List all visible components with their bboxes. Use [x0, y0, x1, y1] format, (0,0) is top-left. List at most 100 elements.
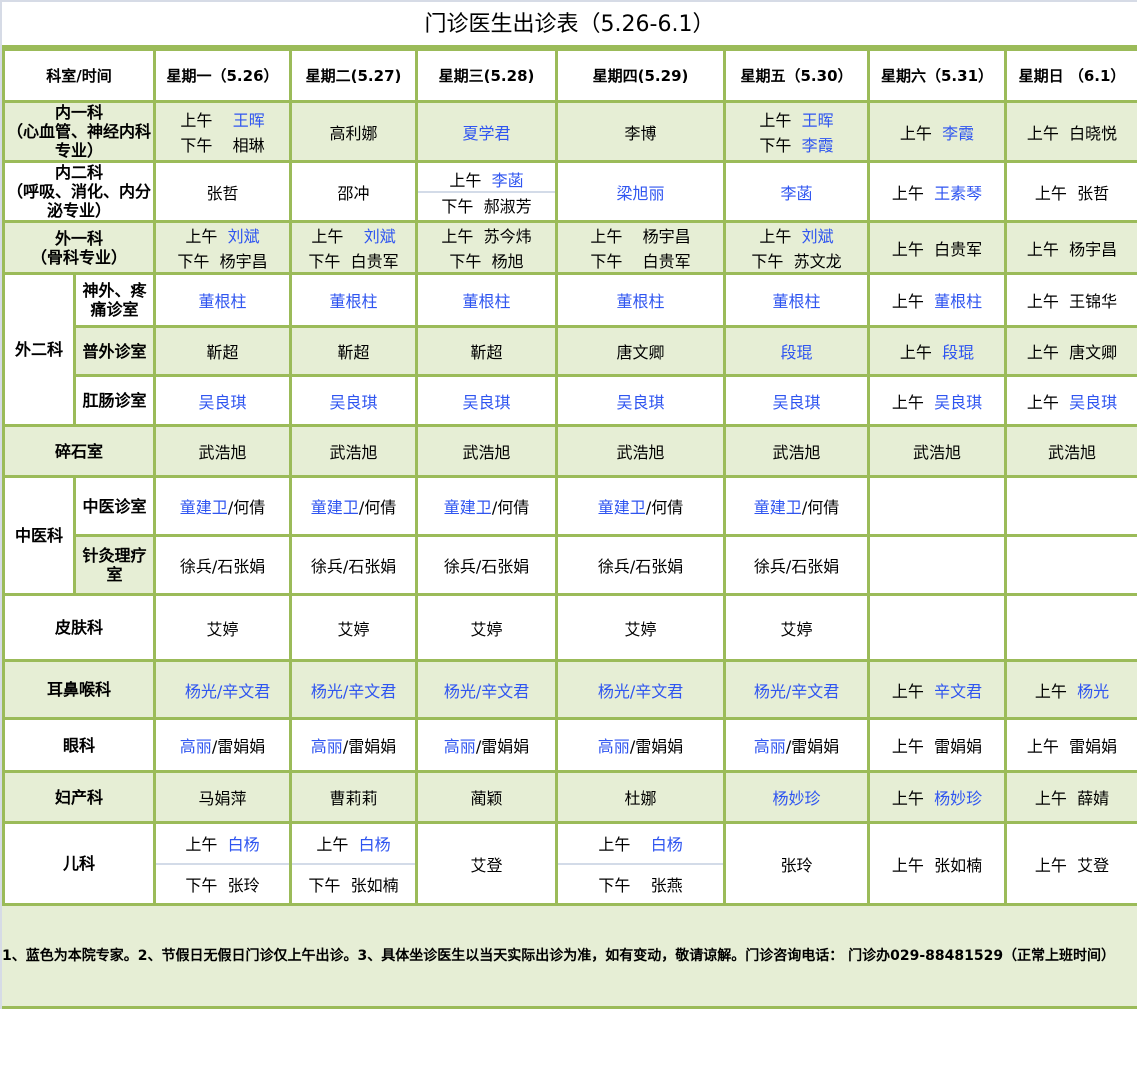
schedule-cell: 徐兵/石张娟 [289, 534, 419, 596]
schedule-cell: 上午 王素琴 [867, 160, 1008, 223]
am-pm-slots: 上午 李菡 下午 郝淑芳 [418, 167, 556, 217]
schedule-cell: 靳超 [289, 325, 419, 377]
department-group-label: 中医科 [2, 475, 76, 596]
expert-doctor-name: 段琨 [780, 343, 813, 362]
am-pm-slots: 上午 白杨 下午 张如楠 [292, 824, 416, 903]
department-label: 眼科 [1, 717, 157, 773]
schedule-cell: 杨光/辛文君 [415, 659, 559, 720]
am-pm-slots: 上午 刘斌 下午 杨宇昌 [156, 223, 289, 272]
doctor-text: 上午 杨宇昌 [590, 227, 691, 247]
schedule-cell [867, 534, 1008, 596]
afternoon-slot: 下午 相琳 [156, 132, 289, 157]
schedule-cell: 童建卫/何倩 [153, 475, 293, 537]
schedule-cell: 上午 艾登 [1004, 821, 1137, 906]
department-row: 耳鼻喉科 杨光/辛文君 杨光/辛文君 杨光/辛文君 杨光/辛文君 杨光/辛文君 上午 辛文… [1, 659, 1137, 720]
expert-doctor-name: 杨妙珍 [934, 789, 983, 808]
afternoon-slot: 下午 张燕 [558, 865, 723, 904]
schedule-cell [867, 593, 1008, 662]
expert-doctor-name: 董根柱 [616, 292, 665, 311]
doctor-text: 下午 苏文龙 [751, 251, 842, 271]
afternoon-slot: 下午 郝淑芳 [418, 193, 555, 217]
doctor-text: 武浩旭 [616, 443, 665, 462]
department-row: 普外诊室 靳超 靳超 靳超 唐文卿 段琨 上午 段琨 上午 唐文卿 [4, 325, 1137, 377]
schedule-cell: 吴良琪 [415, 374, 559, 427]
afternoon-slot: 下午 张玲 [156, 865, 289, 904]
schedule-cell: 杜娜 [555, 770, 727, 824]
department-label: 儿科 [1, 821, 157, 906]
expert-doctor-name: 杨光/辛文君 [184, 681, 271, 701]
department-row: 儿科 上午 白杨 下午 张玲 上午 白杨 下午 张如楠 艾登 上午 白杨 下午 张燕 张玲 上午 … [1, 821, 1137, 906]
morning-slot: 上午 苏今炜 [418, 223, 555, 248]
expert-doctor-name: 刘斌 [363, 227, 396, 247]
doctor-text: 下午 张如楠 [308, 875, 399, 895]
morning-slot: 上午 刘斌 [292, 223, 415, 248]
doctor-text: 上午 白晓悦 [1026, 123, 1118, 143]
schedule-cell: 上午 白杨 下午 张燕 [555, 821, 727, 906]
doctor-text: 下午 郝淑芳 [441, 197, 532, 216]
department-row: 内一科 （心血管、神经内科专业） 上午 王晖 下午 相琳 高利娜 夏学君 李博 上午 王晖下… [1, 100, 1137, 163]
clinic-label: 普外诊室 [72, 325, 157, 377]
doctor-text: 艾婷 [337, 619, 370, 639]
doctor-text: 上午 [891, 681, 935, 701]
afternoon-slot: 下午 白贵军 [292, 248, 415, 273]
am-pm-slots: 上午 王晖 下午 相琳 [156, 107, 289, 156]
corner-header: 科室/时间 [1, 48, 157, 103]
expert-doctor-name: 夏学君 [462, 123, 511, 143]
doctor-text: /何倩 [491, 498, 530, 517]
doctor-text: 下午 白贵军 [590, 251, 691, 271]
schedule-cell: 上午 董根柱 [867, 272, 1008, 328]
doctor-text: /何倩 [227, 498, 266, 517]
doctor-text: 上午 艾登 [1034, 855, 1110, 875]
doctor-text: 上午 [185, 227, 228, 247]
expert-doctor-name: 高丽 [597, 737, 630, 756]
doctor-text: 上午 薛婧 [1034, 789, 1110, 808]
expert-doctor-name: 高丽 [179, 737, 212, 756]
expert-doctor-name: 李菡 [780, 183, 813, 203]
schedule-cell: 蔺颖 [415, 770, 559, 824]
doctor-text: 徐兵/石张娟 [179, 557, 266, 576]
expert-doctor-name: 吴良琪 [1069, 392, 1118, 412]
doctor-text: 上午 [1026, 392, 1070, 412]
expert-doctor-name: 杨光 [1077, 681, 1110, 701]
schedule-cell: 上午 吴良琪 [1004, 374, 1137, 427]
department-label: 外一科 （骨科专业） [1, 220, 157, 275]
am-pm-slots: 上午 杨宇昌 下午 白贵军 [558, 223, 723, 272]
expert-doctor-name: 李霞 [801, 135, 834, 155]
schedule-cell: 上午 王晖 下午 李霞 [723, 100, 871, 163]
schedule-cell: 上午 辛文君 [867, 659, 1008, 720]
schedule-cell: 杨光/辛文君 [289, 659, 419, 720]
schedule-cell: 吴良琪 [555, 374, 727, 427]
doctor-text: 武浩旭 [1048, 443, 1097, 462]
doctor-text: 高利娜 [329, 123, 378, 143]
expert-doctor-name: 董根柱 [198, 292, 247, 311]
doctor-text: 武浩旭 [198, 443, 247, 462]
expert-doctor-name: 童建卫 [443, 498, 492, 517]
doctor-text: 上午 [891, 183, 935, 203]
doctor-text: 上午 [759, 227, 802, 247]
expert-doctor-name: 吴良琪 [616, 392, 665, 412]
doctor-text: 上午 [759, 111, 802, 131]
doctor-text: 上午 [891, 392, 935, 412]
expert-doctor-name: 杨光/辛文君 [597, 681, 684, 701]
schedule-cell: 艾婷 [415, 593, 559, 662]
morning-slot: 上午 王晖 [156, 107, 289, 132]
schedule-cell: 董根柱 [153, 272, 293, 328]
schedule-cell: 徐兵/石张娟 [415, 534, 559, 596]
doctor-text: 李博 [624, 123, 657, 143]
am-pm-slots: 上午 王晖 下午 李霞 [726, 107, 867, 156]
schedule-cell: 上午 李菡 下午 郝淑芳 [415, 160, 559, 223]
day-header: 星期三(5.28) [415, 48, 559, 103]
expert-doctor-name: 杨光/辛文君 [753, 681, 840, 701]
am-pm-slots: 上午 刘斌 下午 白贵军 [292, 223, 415, 272]
afternoon-slot: 下午 杨旭 [418, 248, 555, 273]
schedule-cell: 梁旭丽 [555, 160, 727, 223]
doctor-text: 蔺颖 [470, 789, 503, 808]
expert-doctor-name: 高丽 [443, 737, 476, 756]
doctor-text: 上午 苏今炜 [441, 227, 532, 247]
doctor-text: 唐文卿 [616, 343, 665, 362]
schedule-cell: 董根柱 [415, 272, 559, 328]
doctor-text: 徐兵/石张娟 [753, 557, 840, 576]
schedule-cell: 徐兵/石张娟 [723, 534, 871, 596]
doctor-text: /雷娟娟 [211, 737, 266, 756]
day-header: 星期四(5.29) [555, 48, 727, 103]
